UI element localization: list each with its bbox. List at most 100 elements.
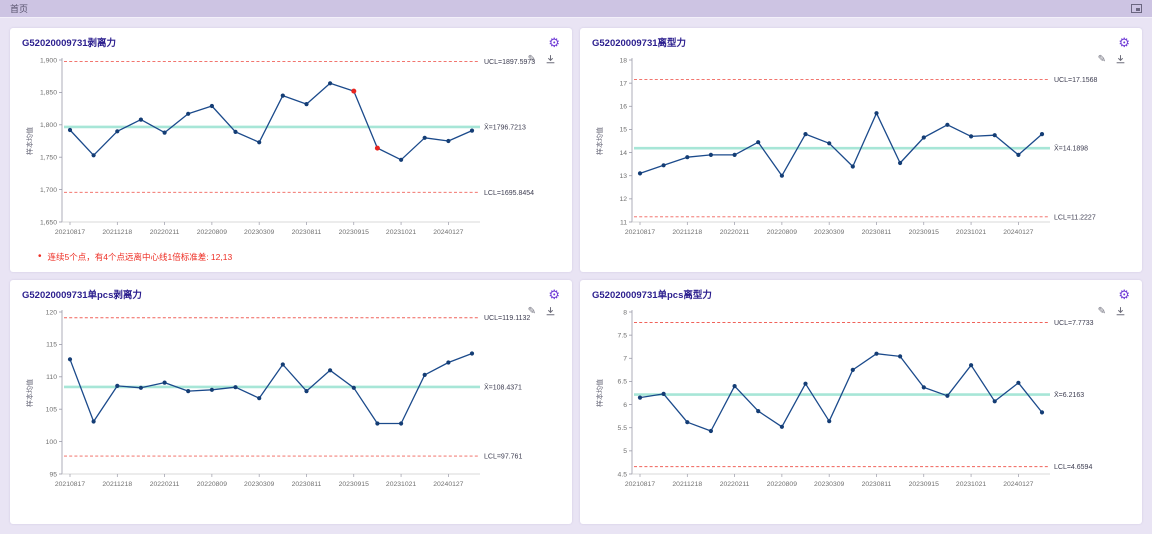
- y-tick-label: 7: [623, 356, 627, 363]
- y-tick-label: 105: [46, 407, 58, 414]
- data-point[interactable]: [1039, 410, 1045, 415]
- lcl-label: LCL=1695.8454: [484, 190, 534, 197]
- chart-toolbar: ✎: [1098, 54, 1126, 65]
- data-point[interactable]: [91, 153, 96, 158]
- data-point[interactable]: [992, 399, 997, 404]
- data-point[interactable]: [756, 409, 761, 414]
- data-point[interactable]: [827, 419, 832, 424]
- chart-panel-3: G52020009731单pcs剥离力 ⚙ ✎ 120 115 110 105 100 9…: [10, 280, 572, 524]
- data-point[interactable]: [469, 351, 475, 356]
- data-point[interactable]: [233, 129, 238, 134]
- data-point[interactable]: [685, 155, 690, 160]
- data-point[interactable]: [186, 111, 191, 116]
- data-point[interactable]: [708, 152, 713, 157]
- data-point[interactable]: [732, 152, 737, 157]
- data-point[interactable]: [233, 385, 238, 390]
- data-point[interactable]: [969, 134, 974, 139]
- chart-panel-4: G52020009731单pcs离型力 ⚙ ✎ 8 7.5 7 6.5 6 5.5 5 4.5…: [580, 280, 1142, 524]
- alert-data-point[interactable]: [351, 88, 357, 94]
- data-point[interactable]: [209, 387, 214, 392]
- data-point[interactable]: [1039, 132, 1045, 137]
- control-chart: 120 115 110 105 100 95 样本均值 20210817 20211218 202…: [25, 309, 530, 488]
- x-tick-label: 20231021: [956, 481, 986, 488]
- edit-pencil-icon[interactable]: ✎: [1097, 305, 1106, 317]
- data-point[interactable]: [422, 135, 427, 140]
- x-tick-label: 20230309: [244, 481, 274, 488]
- edit-pencil-icon[interactable]: ✎: [527, 53, 536, 65]
- data-point[interactable]: [945, 122, 950, 127]
- data-point[interactable]: [351, 385, 356, 390]
- data-point[interactable]: [637, 395, 643, 400]
- data-point[interactable]: [138, 385, 143, 390]
- data-point[interactable]: [446, 138, 451, 144]
- data-point[interactable]: [685, 420, 690, 425]
- data-point[interactable]: [446, 360, 451, 365]
- data-point[interactable]: [779, 424, 784, 429]
- data-point[interactable]: [945, 393, 950, 398]
- download-icon[interactable]: [545, 54, 556, 65]
- data-point[interactable]: [469, 128, 475, 133]
- download-icon[interactable]: [1115, 306, 1126, 317]
- alert-data-point[interactable]: [374, 145, 380, 151]
- data-point[interactable]: [162, 380, 167, 385]
- data-point[interactable]: [898, 354, 903, 359]
- data-point[interactable]: [162, 130, 167, 135]
- data-point[interactable]: [375, 421, 380, 426]
- gear-icon[interactable]: ⚙: [1118, 34, 1130, 50]
- data-point[interactable]: [280, 362, 285, 367]
- download-icon[interactable]: [1115, 54, 1126, 65]
- data-point[interactable]: [67, 127, 73, 133]
- data-point[interactable]: [732, 384, 737, 389]
- data-point[interactable]: [1016, 380, 1021, 385]
- data-point[interactable]: [257, 396, 262, 401]
- data-point[interactable]: [898, 160, 903, 166]
- data-point[interactable]: [138, 117, 143, 122]
- fullscreen-toggle-icon[interactable]: [1131, 4, 1142, 13]
- data-point[interactable]: [803, 381, 808, 386]
- gear-icon[interactable]: ⚙: [548, 286, 560, 302]
- data-point[interactable]: [257, 140, 262, 145]
- data-point[interactable]: [422, 372, 427, 377]
- data-point[interactable]: [637, 171, 643, 176]
- gear-icon[interactable]: ⚙: [1118, 286, 1130, 302]
- data-point[interactable]: [115, 383, 120, 388]
- chart-panel-1: G52020009731剥离力 ⚙ ✎ 1,900 1,850 1,800 1,750…: [10, 28, 572, 272]
- data-point[interactable]: [328, 368, 333, 373]
- data-point[interactable]: [67, 357, 73, 362]
- x-tick-label: 20230915: [339, 481, 369, 488]
- data-point[interactable]: [280, 93, 285, 98]
- data-point[interactable]: [921, 135, 926, 140]
- data-point[interactable]: [186, 389, 191, 394]
- download-icon[interactable]: [545, 306, 556, 317]
- data-point[interactable]: [115, 129, 120, 134]
- data-point[interactable]: [992, 133, 997, 138]
- data-point[interactable]: [779, 173, 784, 178]
- data-point[interactable]: [708, 428, 713, 434]
- data-point[interactable]: [850, 367, 855, 372]
- data-point[interactable]: [661, 163, 666, 168]
- data-point[interactable]: [399, 157, 404, 162]
- data-point[interactable]: [827, 141, 832, 146]
- data-point[interactable]: [756, 140, 761, 145]
- data-point[interactable]: [850, 164, 855, 169]
- data-point[interactable]: [1016, 152, 1021, 157]
- edit-pencil-icon[interactable]: ✎: [1097, 53, 1106, 65]
- data-point[interactable]: [209, 103, 214, 109]
- data-point[interactable]: [304, 389, 309, 394]
- data-point[interactable]: [399, 421, 404, 426]
- data-point[interactable]: [91, 419, 96, 424]
- data-point[interactable]: [661, 391, 666, 396]
- chart-panel-2: G52020009731离型力 ⚙ ✎ 18 17 16 15 14 13 12 11 样本均值…: [580, 28, 1142, 272]
- data-point[interactable]: [304, 102, 309, 107]
- data-point[interactable]: [328, 81, 333, 86]
- data-point[interactable]: [874, 111, 879, 116]
- rule-violation-warning: • 连续5个点，有4个点远离中心线1倍标准差: 12,13: [22, 251, 560, 263]
- gear-icon[interactable]: ⚙: [548, 34, 560, 50]
- edit-pencil-icon[interactable]: ✎: [527, 305, 536, 317]
- data-point[interactable]: [921, 385, 926, 390]
- data-point[interactable]: [803, 132, 808, 137]
- data-point[interactable]: [969, 363, 974, 368]
- data-point[interactable]: [874, 351, 879, 356]
- x-tick-label: 20211218: [672, 229, 702, 236]
- y-tick-label: 1,700: [40, 187, 57, 194]
